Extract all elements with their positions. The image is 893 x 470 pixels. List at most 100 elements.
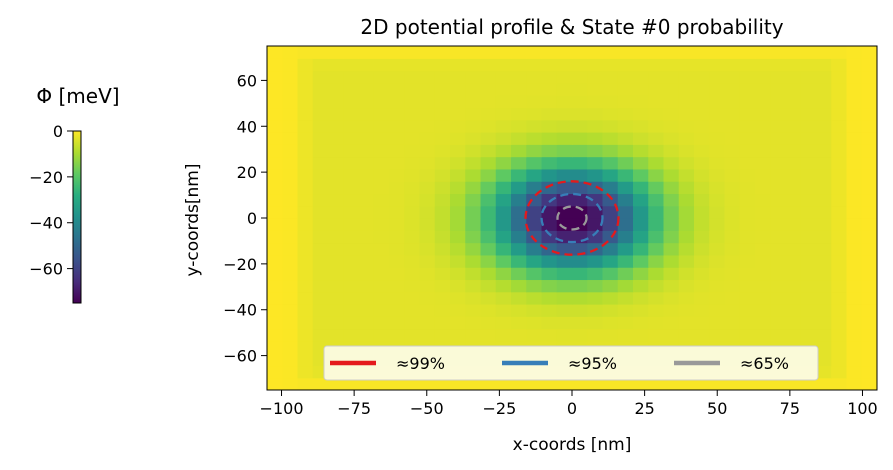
- heatmap-cell: [678, 119, 695, 133]
- heatmap-cell: [511, 230, 527, 244]
- heatmap-cell: [831, 46, 848, 59]
- heatmap-cell: [724, 193, 741, 207]
- heatmap-cell: [450, 205, 466, 219]
- heatmap-cell: [465, 377, 482, 390]
- heatmap-cell: [526, 156, 543, 170]
- heatmap-cell: [739, 205, 756, 219]
- heatmap-cell: [556, 168, 573, 182]
- heatmap-cell: [480, 254, 497, 268]
- heatmap-cell: [861, 168, 877, 182]
- heatmap-cell: [480, 58, 497, 72]
- heatmap-cell: [633, 242, 649, 256]
- heatmap-cell: [343, 168, 360, 182]
- heatmap-cell: [358, 156, 375, 170]
- heatmap-cell: [694, 82, 710, 96]
- heatmap-cell: [709, 316, 726, 330]
- y-tick-label: −20: [223, 255, 257, 274]
- heatmap-cell: [816, 181, 832, 195]
- heatmap-cell: [678, 279, 695, 293]
- heatmap-cell: [678, 218, 695, 231]
- heatmap-cell: [816, 291, 832, 305]
- heatmap-cell: [358, 304, 375, 317]
- heatmap-cell: [694, 205, 710, 219]
- heatmap-cell: [709, 242, 726, 256]
- heatmap-cell: [846, 156, 863, 170]
- heatmap-cell: [739, 377, 756, 390]
- heatmap-cell: [556, 242, 573, 256]
- heatmap-cell: [800, 58, 817, 72]
- heatmap-cell: [816, 353, 832, 367]
- heatmap-cell: [663, 230, 680, 244]
- heatmap-cell: [419, 254, 436, 268]
- heatmap-cell: [770, 107, 787, 121]
- heatmap-cell: [816, 242, 832, 256]
- heatmap-cell: [526, 316, 543, 330]
- heatmap-cell: [297, 304, 314, 317]
- heatmap-cell: [602, 181, 619, 195]
- heatmap-cell: [297, 377, 314, 390]
- heatmap-cell: [465, 230, 482, 244]
- heatmap-cell: [617, 70, 634, 84]
- heatmap-cell: [846, 119, 863, 133]
- heatmap-cell: [389, 254, 405, 268]
- heatmap-cell: [328, 168, 344, 182]
- heatmap-cell: [678, 46, 695, 59]
- heatmap-cell: [389, 58, 405, 72]
- heatmap-cell: [648, 291, 665, 305]
- heatmap-cell: [617, 304, 634, 317]
- heatmap-cell: [419, 46, 436, 59]
- heatmap-cell: [419, 132, 436, 145]
- heatmap-cell: [648, 181, 665, 195]
- heatmap-cell: [511, 328, 527, 342]
- heatmap-cell: [602, 46, 619, 59]
- heatmap-cell: [358, 377, 375, 390]
- heatmap-cell: [770, 316, 787, 330]
- heatmap-cell: [861, 119, 877, 133]
- heatmap-cell: [328, 377, 344, 390]
- heatmap-cell: [328, 205, 344, 219]
- heatmap-cell: [373, 267, 390, 281]
- heatmap-cell: [343, 181, 360, 195]
- heatmap-cell: [450, 144, 466, 158]
- heatmap-cell: [770, 218, 787, 231]
- heatmap-cell: [602, 316, 619, 330]
- heatmap-cell: [465, 70, 482, 84]
- heatmap-cell: [785, 254, 802, 268]
- heatmap-cell: [419, 95, 436, 109]
- heatmap-cell: [633, 119, 649, 133]
- heatmap-cell: [572, 181, 588, 195]
- heatmap-cell: [297, 82, 314, 96]
- heatmap-cell: [739, 132, 756, 145]
- y-tick-label: 0: [247, 209, 257, 228]
- heatmap-cell: [755, 82, 771, 96]
- x-tick-label: −100: [260, 399, 304, 418]
- heatmap-cell: [297, 353, 314, 367]
- heatmap-cell: [694, 279, 710, 293]
- heatmap-cell: [831, 254, 848, 268]
- heatmap-cell: [434, 107, 451, 121]
- heatmap-cell: [587, 279, 604, 293]
- heatmap-cell: [709, 58, 726, 72]
- heatmap-cell: [480, 132, 497, 145]
- heatmap-cell: [541, 205, 558, 219]
- heatmap-cell: [800, 291, 817, 305]
- heatmap-cell: [617, 107, 634, 121]
- heatmap-cell: [358, 193, 375, 207]
- heatmap-cell: [648, 267, 665, 281]
- heatmap-cell: [495, 58, 512, 72]
- heatmap-cell: [572, 304, 588, 317]
- heatmap-cell: [404, 267, 421, 281]
- heatmap-cell: [846, 377, 863, 390]
- heatmap-cell: [831, 218, 848, 231]
- heatmap-cell: [556, 82, 573, 96]
- heatmap-cell: [846, 267, 863, 281]
- heatmap-cell: [831, 132, 848, 145]
- heatmap-cell: [404, 193, 421, 207]
- heatmap-cell: [633, 58, 649, 72]
- heatmap-cell: [297, 144, 314, 158]
- heatmap-cell: [450, 242, 466, 256]
- heatmap-cell: [831, 328, 848, 342]
- heatmap-cell: [800, 230, 817, 244]
- heatmap-cell: [800, 95, 817, 109]
- heatmap-cell: [373, 107, 390, 121]
